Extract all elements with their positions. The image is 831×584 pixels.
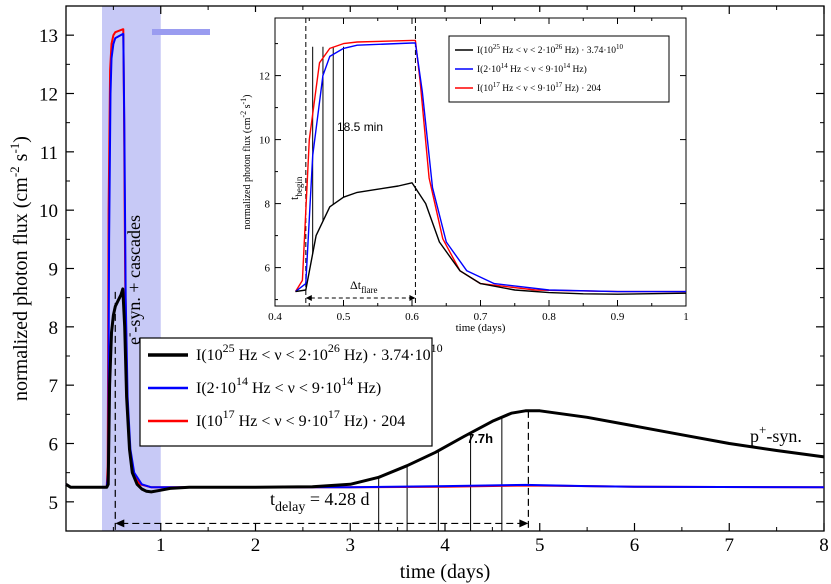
inset-x-tick-label: 0.5: [337, 311, 351, 323]
inset-y-axis-label: normalized photon flux (cm-2 s-1): [239, 94, 253, 229]
series-line-0: [65, 287, 825, 494]
x-tick-label: 3: [346, 535, 356, 556]
inset-series-line-0: [295, 182, 687, 295]
inset-x-tick-label: 0.7: [474, 311, 488, 323]
inset-dtflare-head-right: [409, 295, 416, 301]
legend-entry: I(1025 Hz < ν < 2·1026 Hz) · 3.74·1010: [196, 341, 443, 364]
inset-series-line-1: [295, 42, 686, 293]
y-tick-label: 10: [39, 201, 58, 222]
inset-x-tick-label: 0.4: [268, 311, 282, 323]
inset-dtflare-label: Δtflare: [350, 278, 378, 295]
inset-plot: 0.4 0.5 0.6 0.7 0.8 0.9 1 6 8 10 12 time (days) norm…: [210, 12, 700, 337]
inset-rise-label: 18.5 min: [337, 120, 383, 134]
inset-x-axis-label: time (days): [456, 322, 506, 334]
inset-legend-box: [448, 35, 670, 103]
legend-entry: I(1017 Hz < ν < 9·1017 Hz) · 204: [196, 407, 405, 430]
p-syn-label: p+-syn.: [750, 422, 802, 446]
delay-arrow-head-right: [519, 519, 529, 528]
inset-legend-entry: I(1017 Hz < ν < 9·1017 Hz) · 204: [477, 81, 601, 94]
legend-entry: I(2·1014 Hz < ν < 9·1014 Hz): [196, 374, 381, 397]
x-tick-label: 8: [819, 535, 829, 556]
inset-legend-entry: I(1025 Hz < ν < 2·1026 Hz) · 3.74·1010: [477, 43, 624, 56]
main-legend-box: [139, 337, 433, 447]
interval-label: 7.7h: [467, 431, 493, 446]
y-tick-label: 9: [49, 260, 59, 281]
inset-legend-entry: I(2·1014 Hz < ν < 9·1014 Hz): [477, 62, 587, 75]
inset-x-tick-label: 0.8: [542, 311, 556, 323]
y-tick-label: 5: [49, 493, 59, 514]
inset-y-tick-label: 6: [265, 263, 271, 275]
x-axis-label: time (days): [400, 561, 491, 583]
delay-arrow-head-left: [115, 519, 125, 528]
inset-x-tick-label: 0.6: [405, 311, 419, 323]
inset-y-tick-label: 8: [265, 199, 271, 211]
y-tick-label: 7: [49, 376, 59, 397]
inset-y-tick-label: 12: [259, 71, 270, 83]
x-tick-label: 1: [156, 535, 166, 556]
y-tick-label: 8: [49, 318, 59, 339]
inset-tbegin-label: tbegin: [287, 176, 304, 200]
inset-series-line-2: [294, 39, 686, 293]
x-tick-label: 2: [251, 535, 261, 556]
x-tick-label: 6: [630, 535, 640, 556]
x-tick-label: 7: [725, 535, 735, 556]
y-tick-label: 12: [39, 85, 58, 106]
y-tick-label: 6: [49, 435, 59, 456]
x-tick-label: 5: [535, 535, 545, 556]
inset-x-tick-label: 0.9: [611, 311, 625, 323]
main-legend: I(1025 Hz < ν < 2·1026 Hz) · 3.74·1010 I(…: [139, 337, 443, 447]
x-tick-label: 4: [440, 535, 450, 556]
e-syn-band-label: e--syn. + cascades: [121, 215, 144, 345]
inset-x-tick-label: 1: [683, 311, 689, 323]
y-axis-label: normalized photon flux (cm-2 s-1): [7, 136, 32, 401]
inset-dtflare-head-left: [305, 295, 312, 301]
y-tick-label: 13: [39, 26, 58, 47]
y-tick-label: 11: [40, 143, 58, 164]
inset-legend: I(1025 Hz < ν < 2·1026 Hz) · 3.74·1010 I(…: [448, 35, 670, 103]
inset-y-tick-label: 10: [259, 135, 271, 147]
tdelay-label: tdelay = 4.28 d: [270, 489, 370, 515]
